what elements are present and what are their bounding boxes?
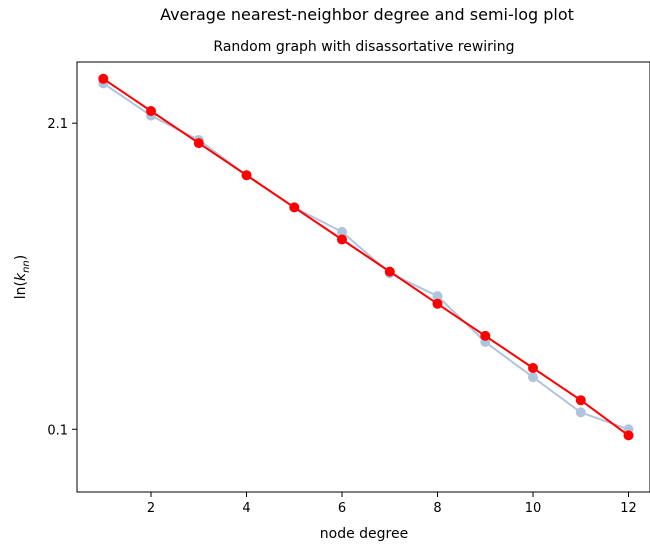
series-1-point xyxy=(337,226,347,237)
x-tick-label: 2 xyxy=(147,501,155,516)
series-2-point xyxy=(623,430,634,441)
series-2-point xyxy=(241,170,252,181)
series-1-point xyxy=(575,407,586,418)
y-tick-label: 2.1 xyxy=(47,117,68,132)
series-1-point xyxy=(528,372,538,383)
ticks-layer: 2 4 6 8 10 12 2.1 0.1 xyxy=(47,117,636,516)
x-tick-label: 8 xyxy=(433,501,441,516)
x-axis-label: node degree xyxy=(320,526,408,542)
series-2-point xyxy=(289,202,300,213)
series-2-line xyxy=(102,77,630,437)
series-2-point xyxy=(193,138,204,149)
x-tick-label: 12 xyxy=(620,501,637,516)
series-2-point xyxy=(98,73,109,84)
series-2-point xyxy=(146,106,156,116)
chart-suptitle: Average nearest-neighbor degree and semi… xyxy=(160,5,574,24)
series-2-point xyxy=(384,266,395,277)
series-2-point xyxy=(432,298,443,309)
series-layer xyxy=(98,73,634,441)
series-2-point xyxy=(480,330,491,341)
series-1-line xyxy=(102,82,629,431)
y-tick-label: 0.1 xyxy=(47,423,68,438)
series-1-point xyxy=(432,291,443,302)
x-tick-label: 6 xyxy=(338,501,346,516)
x-tick-label: 10 xyxy=(525,501,542,516)
chart-title: Random graph with disassortative rewirin… xyxy=(213,39,514,55)
series-2-point xyxy=(575,395,586,406)
series-2-point xyxy=(337,234,347,245)
x-tick-label: 4 xyxy=(242,501,250,516)
y-axis-label: ln(knn) xyxy=(13,255,32,300)
plot-frame xyxy=(76,61,650,493)
series-2-point xyxy=(528,363,538,373)
